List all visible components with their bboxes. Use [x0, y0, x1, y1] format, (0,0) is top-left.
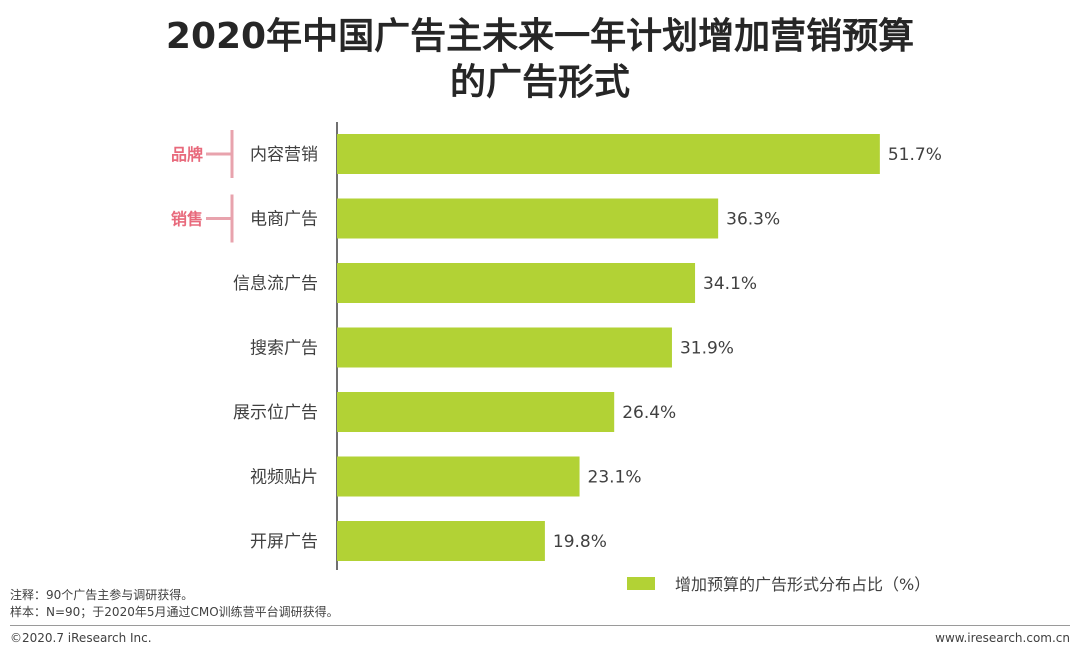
bar-value-label: 31.9% [680, 339, 734, 359]
category-label: 视频贴片 [250, 468, 318, 488]
bar [337, 327, 672, 368]
note-line-1: 注释：90个广告主参与调研获得。 [10, 588, 194, 602]
category-label: 内容营销 [250, 145, 318, 165]
chart-title-line-2: 的广告形式 [449, 62, 630, 103]
legend: 增加预算的广告形式分布占比（%） [627, 572, 930, 594]
notes: 注释：90个广告主参与调研获得。 样本：N=90；于2020年5月通过CMO训练… [10, 587, 339, 621]
category-label: 电商广告 [250, 210, 318, 230]
chart-title: 2020年中国广告主未来一年计划增加营销预算 的广告形式 [0, 14, 1080, 106]
legend-label: 增加预算的广告形式分布占比（%） [675, 575, 931, 594]
bar-value-label: 19.8% [553, 532, 607, 552]
bar [337, 392, 615, 432]
category-label: 开屏广告 [250, 532, 318, 552]
bar-value-label: 34.1% [703, 274, 757, 294]
bar-value-label: 36.3% [726, 210, 780, 230]
group-bracket [206, 130, 234, 178]
bar [337, 134, 880, 174]
category-label: 信息流广告 [233, 274, 318, 294]
copyright: ©2020.7 iResearch Inc. [10, 631, 152, 645]
bar [337, 456, 580, 497]
chart-title-line-1: 2020年中国广告主未来一年计划增加营销预算 [165, 16, 915, 57]
bar-value-label: 23.1% [588, 468, 642, 488]
footer-divider [10, 625, 1070, 626]
bar-value-label: 51.7% [888, 145, 942, 165]
legend-swatch [627, 576, 655, 590]
group-label: 品牌 [171, 145, 203, 164]
note-line-2: 样本：N=90；于2020年5月通过CMO训练营平台调研获得。 [10, 605, 339, 619]
group-label: 销售 [171, 210, 203, 229]
bar [337, 263, 696, 303]
bar [337, 521, 545, 561]
website-url: www.iresearch.com.cn [935, 631, 1070, 645]
group-bracket [206, 194, 234, 243]
bar [337, 198, 719, 239]
category-label: 搜索广告 [250, 339, 318, 359]
category-label: 展示位广告 [233, 403, 318, 423]
bar-value-label: 26.4% [622, 403, 676, 423]
